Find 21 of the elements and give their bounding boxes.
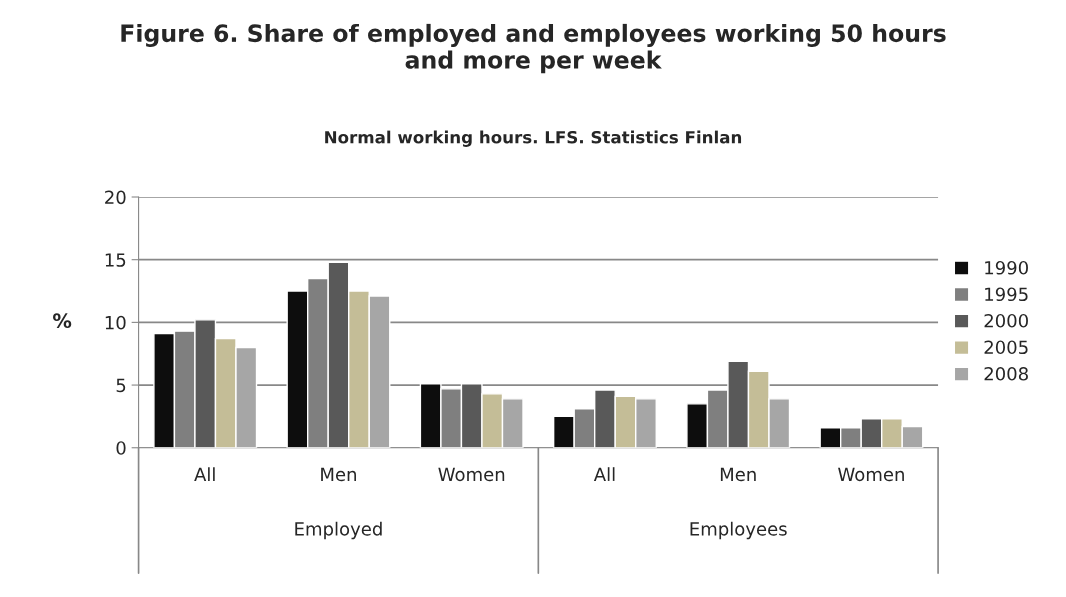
- legend-label: 2008: [984, 366, 1028, 381]
- legend-label: 2005: [984, 340, 1028, 355]
- y-tick-label: 5: [116, 378, 126, 393]
- y-tick-label: 15: [105, 253, 126, 267]
- y-tick-label: 0: [116, 441, 126, 455]
- text: Employees: [690, 521, 787, 540]
- x-tick-label: Men: [321, 467, 356, 482]
- y-tick-label: 10: [105, 315, 126, 330]
- x-tick-label: All: [194, 467, 215, 481]
- x-tick-label: Women: [438, 467, 505, 482]
- x-tick-label: Women: [838, 467, 904, 482]
- legend-label: 2000: [984, 313, 1028, 328]
- x-tick-label: All: [593, 467, 615, 481]
- chart-subtitle: Normal working hours. LFS. Statistics Finlan: [325, 130, 742, 147]
- y-axis-title: %: [53, 313, 72, 329]
- legend-label: 1995: [985, 287, 1028, 302]
- x-tick-label: Men: [720, 467, 756, 482]
- chart-title: Figure 6. Share of employed and employees working 50 hours and more per week: [121, 23, 946, 74]
- text: Employed: [295, 521, 382, 540]
- y-tick-label: 20: [105, 190, 126, 205]
- legend-label: 1990: [985, 260, 1028, 275]
